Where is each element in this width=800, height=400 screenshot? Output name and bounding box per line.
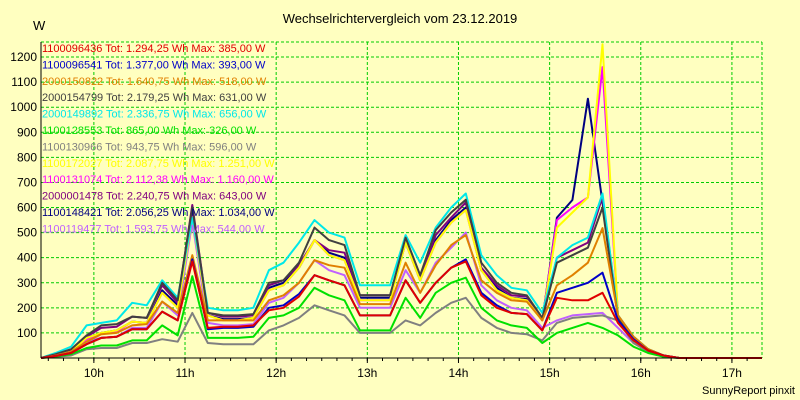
legend-entry: 1100148421 Tot: 2.056,25 Wh Max: 1.034,0… [42, 207, 275, 219]
y-tick-label: 1000 [10, 100, 37, 114]
chart-title: Wechselrichtervergleich vom 23.12.2019 [283, 11, 518, 26]
x-tick-label: 12h [266, 366, 286, 380]
series-line [40, 227, 762, 359]
x-tick-label: 14h [448, 366, 468, 380]
series-line [40, 296, 762, 359]
x-tick-label: 17h [722, 366, 742, 380]
x-tick-label: 10h [84, 366, 104, 380]
y-tick-label: 100 [17, 326, 37, 340]
y-tick-label: 900 [17, 125, 37, 139]
y-tick-label: 300 [17, 276, 37, 290]
y-tick-label: 700 [17, 175, 37, 189]
legend-entry: 2000001478 Tot: 2.240,75 Wh Max: 643,00 … [42, 191, 267, 203]
legend: 1100096436 Tot: 1.294,25 Wh Max: 385,00 … [42, 43, 275, 235]
y-tick-label: 500 [17, 226, 37, 240]
legend-entry: 2000149892 Tot: 2.336,75 Wh Max: 656,00 … [42, 109, 267, 121]
legend-entry: 1100172027 Tot: 2.087,75 Wh Max: 1.251,0… [42, 158, 275, 170]
legend-entry: 1100096436 Tot: 1.294,25 Wh Max: 385,00 … [42, 43, 266, 55]
legend-entry: 1100131074 Tot: 2.112,38 Wh Max: 1.160,0… [42, 174, 274, 186]
legend-entry: 1100096541 Tot: 1.377,00 Wh Max: 393,00 … [42, 59, 266, 71]
y-tick-label: 600 [17, 201, 37, 215]
footer-credit: SunnyReport pinxit [702, 385, 795, 397]
series-line [40, 275, 762, 359]
y-tick-label: 400 [17, 251, 37, 265]
y-tick-label: 200 [17, 301, 37, 315]
legend-entry: 1100130966 Tot: 943,75 Wh Max: 596,00 W [42, 141, 257, 153]
y-tick-label: 800 [17, 150, 37, 164]
series-layer [40, 43, 762, 359]
series-line [40, 260, 762, 359]
y-tick-label: 1100 [11, 75, 37, 89]
y-tick-label: 1200 [10, 50, 37, 64]
axes-layer: 100 200 300 400 500 600 700 800 900 1000 1100 1200 1… [10, 42, 762, 380]
legend-entry: 1100119477 Tot: 1.593,75 Wh Max: 544,00 … [42, 223, 265, 235]
x-tick-label: 11h [175, 366, 194, 380]
legend-entry: 2000154799 Tot: 2.179,25 Wh Max: 631,00 … [42, 92, 267, 104]
x-tick-label: 15h [540, 366, 560, 380]
legend-entry: 1100128553 Tot: 865,00 Wh Max: 326,00 W [42, 125, 257, 137]
y-axis-unit-label: W [33, 18, 46, 33]
x-tick-label: 16h [631, 366, 651, 380]
x-tick-label: 13h [357, 366, 377, 380]
legend-entry: 2000150822 Tot: 1.640,75 Wh Max: 518,00 … [42, 76, 267, 88]
